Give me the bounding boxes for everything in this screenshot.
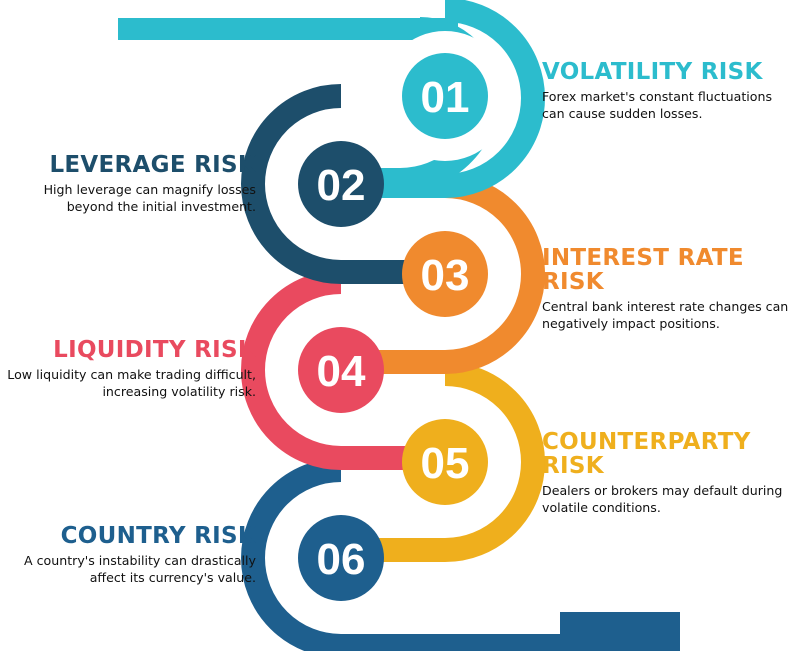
number-03: 03 <box>421 251 470 300</box>
step-title: LEVERAGE RISK <box>49 152 256 178</box>
step-description: Low liquidity can make trading difficult… <box>7 367 256 399</box>
step-liquidity-risk: LIQUIDITY RISK Low liquidity can make tr… <box>6 338 256 400</box>
number-disc-06: 06 <box>298 515 384 601</box>
step-description: High leverage can magnify losses beyond … <box>43 182 256 214</box>
number-06: 06 <box>317 535 366 584</box>
number-05: 05 <box>421 439 470 488</box>
step-title: VOLATILITY RISK <box>542 59 763 85</box>
step-leverage-risk: LEVERAGE RISK High leverage can magnify … <box>6 153 256 215</box>
step-title: COUNTERPARTY RISK <box>542 429 751 479</box>
step-description: Central bank interest rate changes can n… <box>542 299 789 331</box>
step-counterparty-risk: COUNTERPARTY RISK Dealers or brokers may… <box>542 430 800 516</box>
step-title: LIQUIDITY RISK <box>53 337 256 363</box>
number-04: 04 <box>317 347 366 396</box>
number-disc-01: 01 <box>402 53 488 139</box>
step-volatility-risk: VOLATILITY RISK Forex market's constant … <box>542 60 792 122</box>
number-disc-02: 02 <box>298 141 384 227</box>
step-interest-rate-risk: INTEREST RATE RISK Central bank interest… <box>542 246 800 332</box>
step-title: COUNTRY RISK <box>60 523 256 549</box>
top-connector-bar <box>118 18 458 40</box>
step-country-risk: COUNTRY RISK A country's instability can… <box>6 524 256 586</box>
number-disc-03: 03 <box>402 231 488 317</box>
step-title: INTEREST RATE RISK <box>542 245 744 295</box>
number-disc-05: 05 <box>402 419 488 505</box>
step-description: Dealers or brokers may default during vo… <box>542 483 783 515</box>
number-disc-04: 04 <box>298 327 384 413</box>
number-01: 01 <box>421 73 470 122</box>
step-description: A country's instability can drastically … <box>24 553 256 585</box>
step-description: Forex market's constant fluctuations can… <box>542 89 773 121</box>
number-02: 02 <box>317 161 366 210</box>
